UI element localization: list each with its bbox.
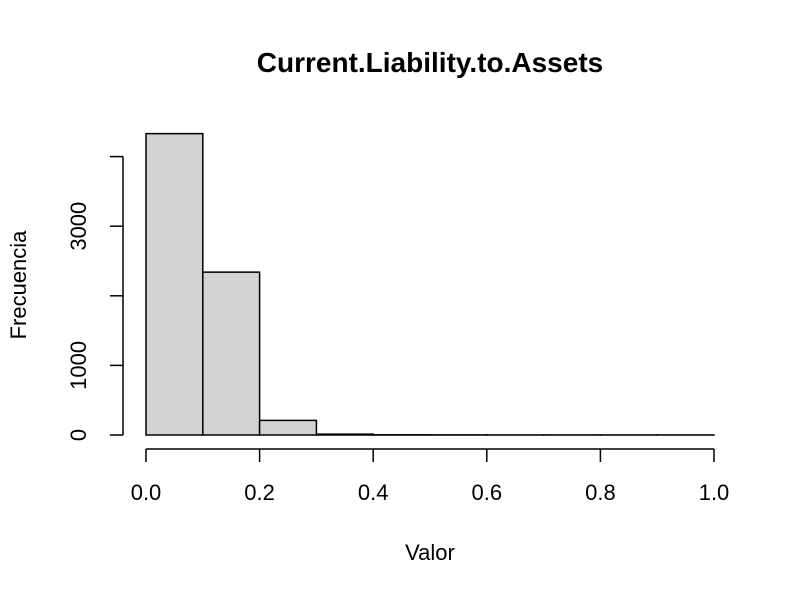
x-tick-label: 0.2 xyxy=(244,480,275,505)
x-tick-label: 1.0 xyxy=(699,480,730,505)
y-tick-label: 3000 xyxy=(66,202,91,251)
histogram-bar xyxy=(258,419,318,436)
chart-title: Current.Liability.to.Assets xyxy=(257,47,603,78)
y-tick-label: 1000 xyxy=(66,341,91,390)
histogram-bar xyxy=(145,132,204,436)
y-axis-label: Frecuencia xyxy=(6,230,31,340)
bars-group xyxy=(145,132,715,436)
x-tick-label: 0.4 xyxy=(358,480,389,505)
x-tick-label: 0.6 xyxy=(472,480,503,505)
x-tick-label: 0.8 xyxy=(585,480,616,505)
y-tick-label: 0 xyxy=(66,429,91,441)
histogram-bar xyxy=(315,433,374,436)
histogram-bar xyxy=(202,271,261,436)
y-axis: 0 1000 3000 xyxy=(66,155,124,441)
x-tick-label: 0.0 xyxy=(131,480,162,505)
x-axis-label: Valor xyxy=(405,540,455,565)
x-axis: 0.0 0.2 0.4 0.6 0.8 1.0 xyxy=(131,448,730,505)
